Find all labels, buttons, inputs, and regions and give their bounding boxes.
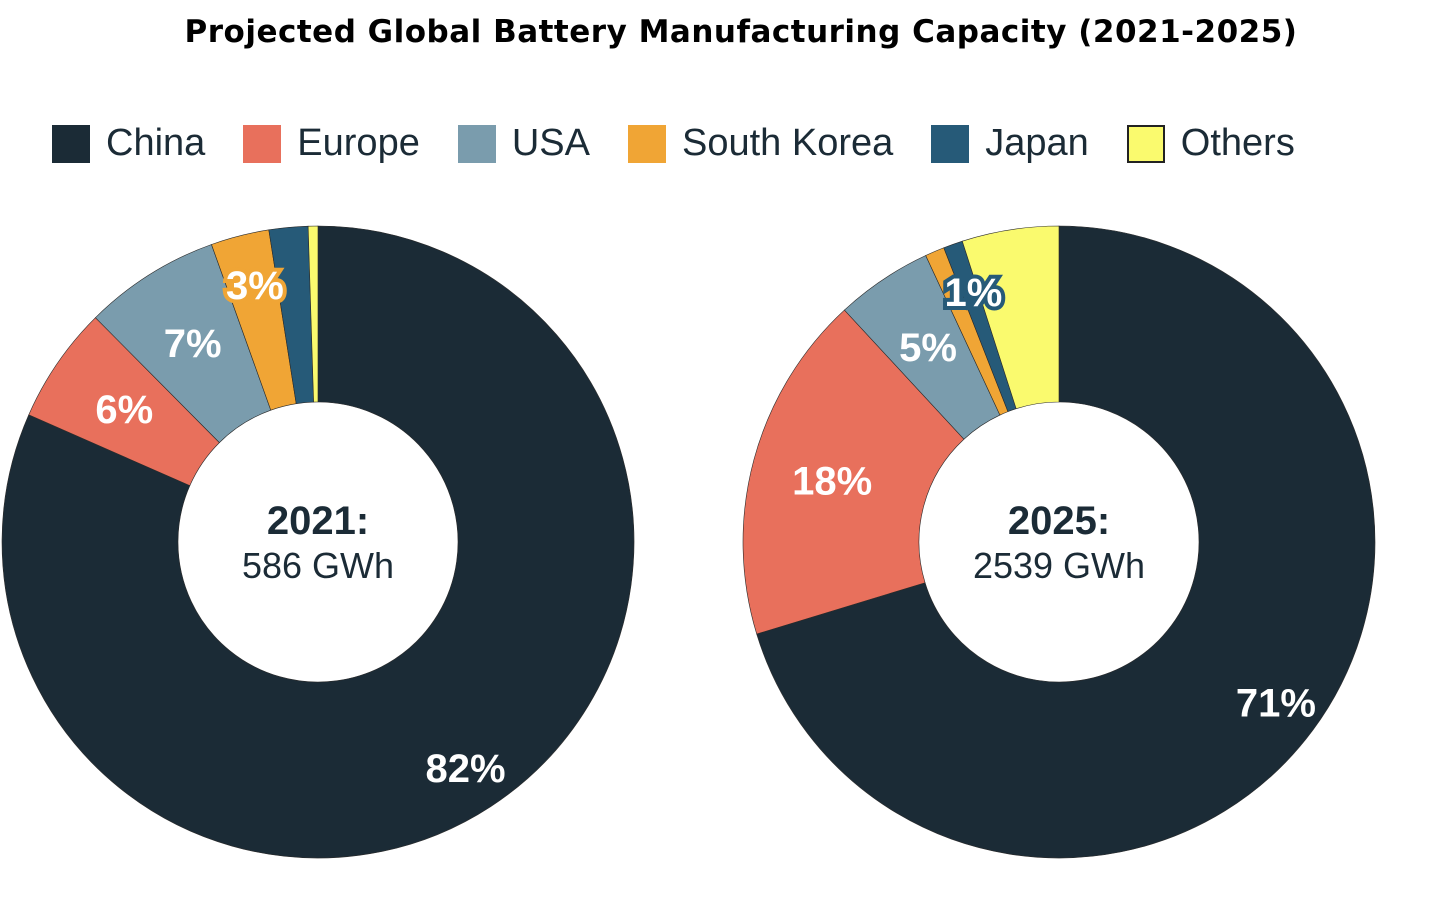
data-label: 7% (164, 322, 222, 366)
data-label: 3% (226, 264, 284, 308)
chart-title: Projected Global Battery Manufacturing C… (184, 14, 1298, 50)
legend-label: Japan (985, 122, 1089, 164)
legend-swatch (457, 124, 496, 163)
data-label: 6% (95, 388, 153, 432)
slice-china (756, 225, 1376, 859)
legend-swatch (243, 124, 282, 163)
slice-others (307, 225, 319, 403)
center-year: 2025: (1008, 499, 1110, 543)
legend: China Europe USA South Korea Japan Other… (52, 122, 1333, 165)
legend-item-usa: USA (457, 122, 590, 165)
slice-china (1, 225, 635, 859)
slice-europe (742, 309, 965, 635)
center-year: 2021: (267, 499, 369, 543)
data-label: 71% (1236, 682, 1316, 726)
data-label: 5% (899, 326, 957, 370)
slice-others (961, 225, 1060, 410)
legend-swatch (1126, 124, 1165, 163)
legend-item-south-korea: South Korea (627, 122, 894, 165)
legend-label: China (106, 122, 206, 164)
legend-swatch (627, 124, 666, 163)
legend-item-europe: Europe (243, 122, 420, 165)
center-total: 586 GWh (242, 545, 394, 586)
legend-label: USA (511, 122, 590, 164)
center-total: 2539 GWh (973, 545, 1145, 586)
legend-swatch (931, 124, 970, 163)
legend-item-japan: Japan (931, 122, 1089, 165)
data-label: 18% (792, 460, 872, 504)
legend-label: Europe (297, 122, 420, 164)
legend-item-others: Others (1126, 122, 1295, 165)
legend-label: South Korea (681, 122, 894, 164)
legend-swatch (52, 124, 90, 163)
legend-item-china: China (52, 122, 205, 165)
data-label: 82% (426, 747, 506, 791)
data-label: 1% (945, 271, 1003, 315)
legend-label: Others (1180, 122, 1295, 164)
